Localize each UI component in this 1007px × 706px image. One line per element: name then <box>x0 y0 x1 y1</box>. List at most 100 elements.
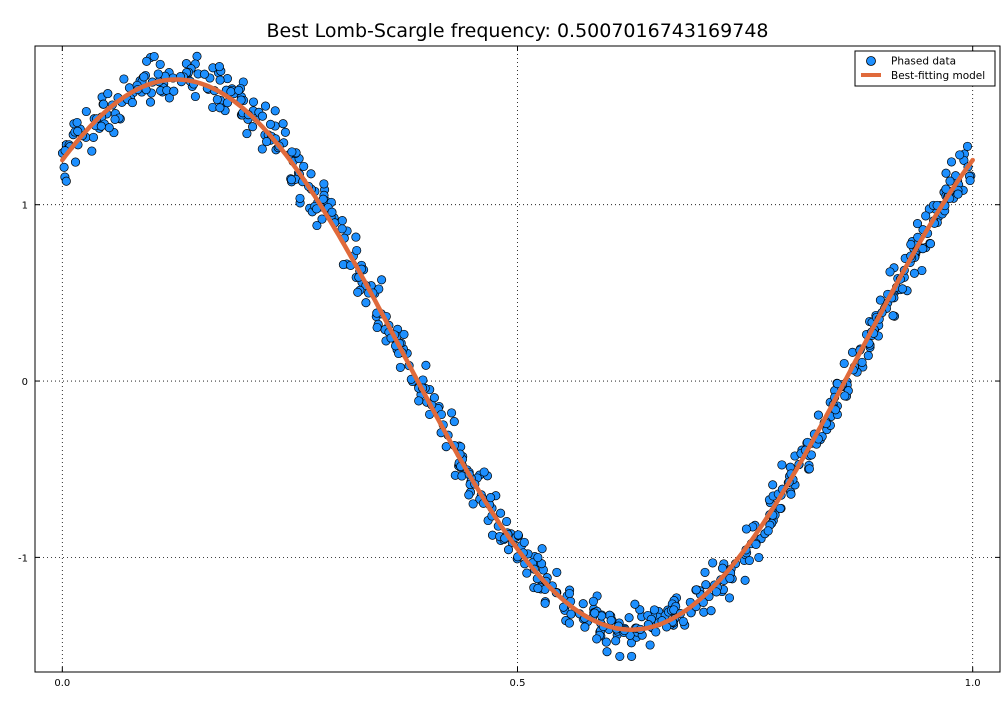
scatter-point <box>262 137 272 147</box>
scatter-point <box>751 539 761 549</box>
scatter-point <box>885 267 895 277</box>
y-tick-label: 0 <box>22 377 28 388</box>
scatter-point <box>139 72 149 82</box>
scatter-point <box>287 147 297 157</box>
scatter-point <box>945 176 955 186</box>
scatter-point <box>651 627 661 637</box>
scatter-point <box>395 362 405 372</box>
scatter-point <box>286 175 297 185</box>
scatter-point <box>280 127 290 137</box>
scatter-point <box>763 526 773 536</box>
scatter-point <box>775 503 785 514</box>
scatter-point <box>222 74 232 84</box>
scatter-point <box>306 169 316 179</box>
scatter-point <box>503 545 514 555</box>
scatter-point <box>61 176 71 186</box>
scatter-point <box>533 552 543 563</box>
scatter-point <box>73 126 83 136</box>
scatter-point <box>248 97 259 107</box>
scatter-point <box>212 94 222 105</box>
x-tick-label: 0.0 <box>54 678 70 689</box>
scatter-point <box>414 396 424 406</box>
scatter-point <box>724 593 735 603</box>
scatter-point <box>744 555 754 566</box>
scatter-point <box>611 636 621 646</box>
scatter-point <box>257 144 267 154</box>
scatter-point <box>234 85 244 95</box>
scatter-point <box>624 613 634 623</box>
scatter-point <box>522 568 532 578</box>
scatter-point <box>768 480 778 490</box>
scatter-point <box>754 552 764 563</box>
scatter-point <box>590 608 600 618</box>
scatter-point <box>602 647 612 657</box>
scatter-point <box>601 637 611 647</box>
scatter-point <box>319 179 329 189</box>
scatter-point <box>155 59 165 69</box>
scatter-point <box>257 111 268 121</box>
y-tick-label: -1 <box>18 553 28 564</box>
scatter-point <box>912 219 923 229</box>
scatter-point <box>242 129 252 139</box>
scatter-point <box>965 175 975 186</box>
scatter-point <box>72 117 82 128</box>
scatter-point <box>449 417 459 427</box>
best-fitting-model-line <box>60 77 975 632</box>
scatter-point <box>299 161 309 171</box>
scatter-point <box>496 508 506 518</box>
scatter-point <box>145 97 156 107</box>
scatter-point <box>566 609 576 619</box>
scatter-point <box>127 98 137 108</box>
scatter-point <box>580 622 590 632</box>
scatter-point <box>533 583 543 593</box>
scatter-point <box>119 74 129 84</box>
scatter-point <box>946 157 957 167</box>
scatter-point <box>447 408 457 418</box>
scatter-point <box>564 588 575 599</box>
scatter-point <box>588 596 598 606</box>
scatter-point <box>98 99 109 109</box>
scatter-point <box>192 51 202 61</box>
scatter-point <box>214 62 224 72</box>
chart-title: Best Lomb-Scargle frequency: 0.500701674… <box>266 20 769 42</box>
legend-marker-phased-data <box>866 56 876 66</box>
scatter-point <box>813 410 823 420</box>
scatter-point <box>149 51 159 62</box>
scatter-point <box>169 86 179 96</box>
scatter-point <box>906 239 916 250</box>
scatter-point <box>351 232 361 242</box>
scatter-point <box>740 575 750 585</box>
scatter-point <box>649 605 659 615</box>
scatter-point <box>337 216 347 226</box>
scatter-point <box>486 493 496 503</box>
scatter-point <box>70 157 81 167</box>
scatter-point <box>199 69 210 79</box>
scatter-point <box>741 524 751 534</box>
scatter-point <box>941 168 951 178</box>
scatter-point <box>592 634 602 644</box>
scatter-point <box>153 69 163 79</box>
scatter-point <box>59 162 69 172</box>
scatter-point <box>552 567 562 577</box>
scatter-point <box>701 580 711 590</box>
scatter-point <box>312 220 322 231</box>
scatter-point <box>706 606 716 616</box>
scatter-point <box>953 189 963 199</box>
scatter-point <box>327 207 337 217</box>
scatter-point <box>777 460 787 470</box>
scatter-point <box>110 114 120 124</box>
scatter-point <box>840 391 850 401</box>
scatter-point <box>615 651 625 661</box>
scatter-point <box>699 607 709 617</box>
scatter-point <box>925 239 936 249</box>
scatter-point <box>103 89 113 99</box>
scatter-point <box>955 150 965 160</box>
scatter-point <box>962 141 973 151</box>
x-tick-label: 1.0 <box>965 678 981 689</box>
scatter-point <box>295 193 305 203</box>
y-tick-label: 1 <box>22 201 28 212</box>
scatter-point <box>142 56 152 66</box>
scatter-point <box>711 587 721 597</box>
